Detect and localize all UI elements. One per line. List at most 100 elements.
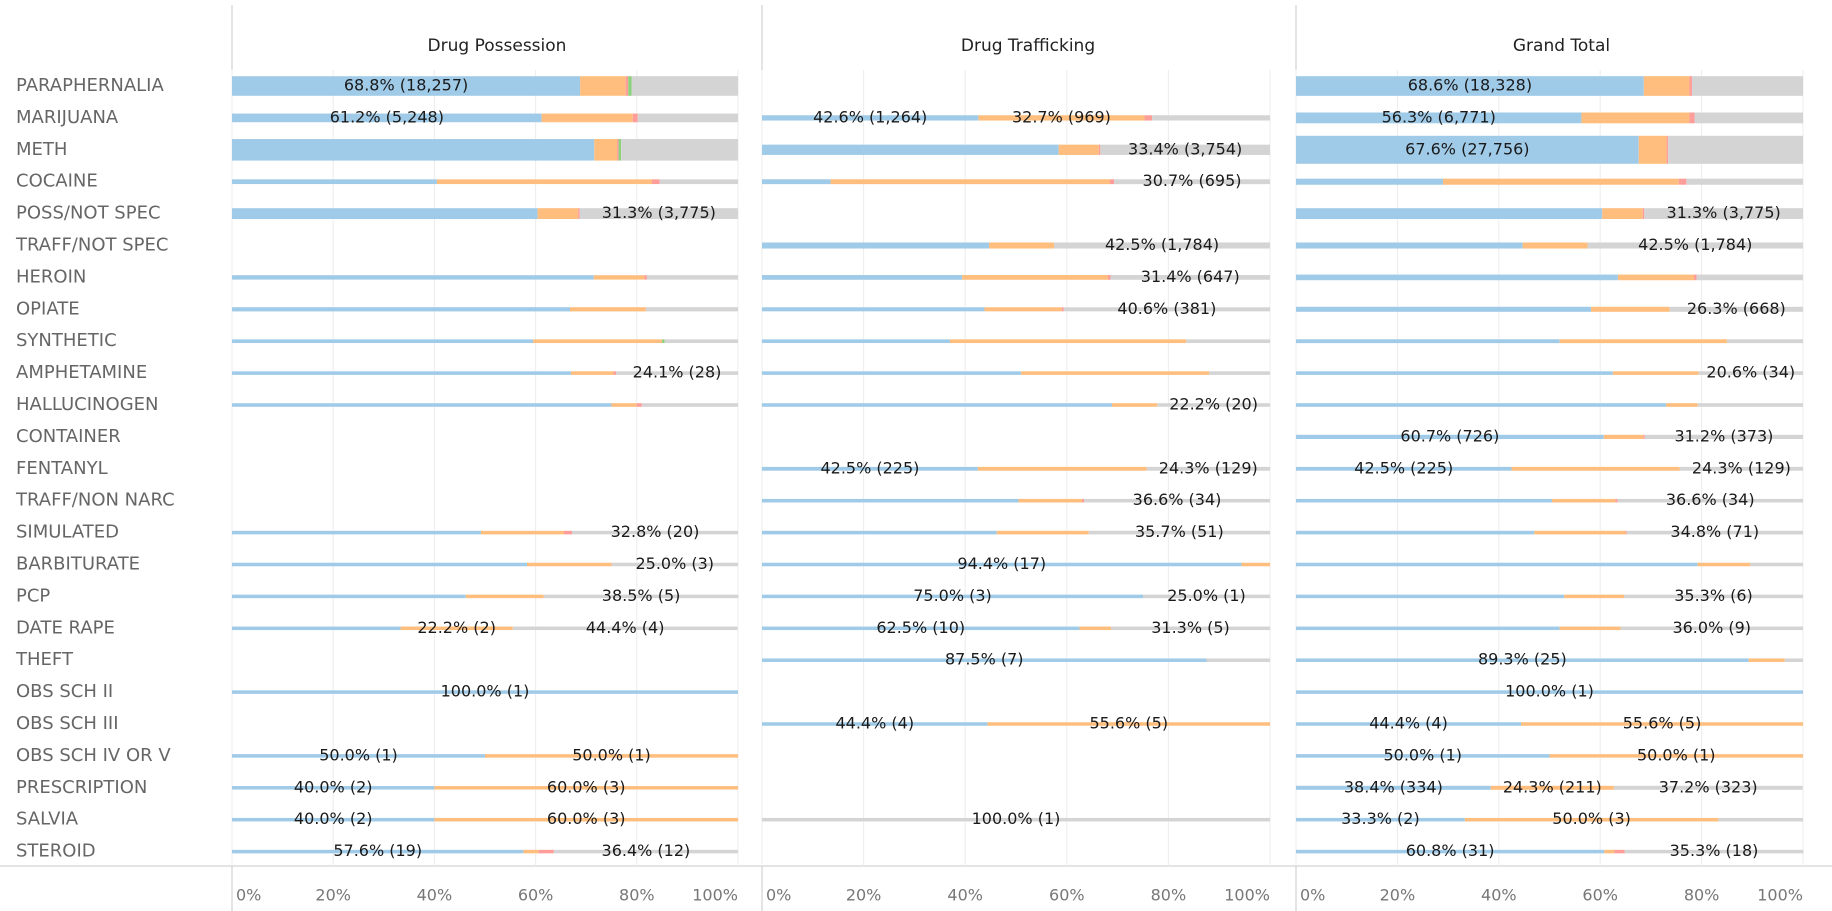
bar-segment xyxy=(538,849,554,854)
bar-segment xyxy=(1642,208,1645,220)
bar-segment xyxy=(645,307,738,312)
data-label: 55.6% (5) xyxy=(1623,714,1702,733)
bar-segment xyxy=(1511,466,1680,471)
data-label: 68.6% (18,328) xyxy=(1408,76,1532,95)
data-label: 60.8% (31) xyxy=(1406,841,1495,860)
bar-segment xyxy=(1617,498,1803,503)
bar-segment xyxy=(232,307,571,312)
bar-segment xyxy=(1296,849,1605,854)
data-label: 31.3% (5) xyxy=(1151,618,1230,637)
bar-segment xyxy=(1296,690,1803,694)
bar-segment xyxy=(1063,307,1270,312)
bar-segment xyxy=(232,690,738,694)
bar-segment xyxy=(1296,754,1550,758)
bar-segment xyxy=(1464,817,1719,822)
bar-segment xyxy=(1559,339,1727,344)
bar-segment xyxy=(949,339,1187,344)
bar-segment xyxy=(1296,498,1553,503)
bar-segment xyxy=(637,113,738,123)
category-label: SIMULATED xyxy=(16,522,119,543)
data-label: 40.0% (2) xyxy=(294,809,373,828)
bar-segment xyxy=(1678,178,1687,185)
data-label: 36.0% (9) xyxy=(1672,618,1751,637)
category-label: POSS/NOT SPEC xyxy=(16,203,161,224)
bar-segment xyxy=(1666,403,1698,407)
bar-segment xyxy=(1296,242,1523,249)
x-tick-label: 80% xyxy=(1151,886,1187,905)
bar-segment xyxy=(1296,466,1512,471)
bar-segment xyxy=(1521,722,1803,726)
bar-segment xyxy=(1587,242,1803,249)
bar-segment xyxy=(1296,785,1491,790)
bar-segment xyxy=(1186,339,1270,344)
bar-segment xyxy=(1666,135,1669,164)
data-label: 50.0% (1) xyxy=(1637,745,1716,764)
category-label: PCP xyxy=(16,585,50,606)
bar-segment xyxy=(465,594,544,599)
bar-segment xyxy=(762,466,978,471)
data-label: 87.5% (7) xyxy=(945,650,1024,669)
bar-segment xyxy=(232,275,594,280)
bar-segment xyxy=(1082,498,1085,503)
bar-segment xyxy=(1534,530,1626,535)
bar-segment xyxy=(641,403,738,407)
labels: 68.6% (18,328) 56.3% (6,771) 67.6% (27,756… xyxy=(1341,76,1795,861)
bar-segment xyxy=(762,722,988,726)
bar-segment xyxy=(1689,76,1692,96)
category-label: HEROIN xyxy=(16,266,86,287)
bar-segment xyxy=(1581,112,1690,124)
bar-segment xyxy=(1614,849,1625,854)
bar-segment xyxy=(1296,817,1465,822)
x-tick-label: 40% xyxy=(417,886,453,905)
bar-segment xyxy=(537,208,579,220)
bar-segment xyxy=(232,339,534,344)
data-label: 94.4% (17) xyxy=(957,554,1046,573)
bar-segment xyxy=(664,339,738,344)
bar-segment xyxy=(1209,371,1270,375)
bar-segment xyxy=(762,115,979,121)
bar-segment xyxy=(1698,371,1803,375)
bar-segment xyxy=(762,403,1113,407)
bar-segment xyxy=(1054,242,1270,249)
category-label: TRAFF/NOT SPEC xyxy=(15,235,168,256)
data-label: 44.4% (4) xyxy=(835,714,914,733)
category-label: BARBITURATE xyxy=(16,554,140,575)
bar-segment xyxy=(621,139,738,161)
bar-segment xyxy=(611,403,637,407)
bar-segment xyxy=(651,179,660,185)
bar-segment xyxy=(1088,530,1270,535)
bar-segment xyxy=(436,179,652,185)
data-label: 56.3% (6,771) xyxy=(1382,107,1496,126)
bar-segment xyxy=(232,208,538,220)
category-label: OBS SCH III xyxy=(16,713,119,734)
bar-segment xyxy=(1669,306,1803,312)
data-label: 24.3% (211) xyxy=(1503,777,1602,796)
bar-segment xyxy=(1686,178,1803,185)
bar-segment xyxy=(1613,785,1803,790)
bar-segment xyxy=(571,371,614,375)
bar-segment xyxy=(1061,307,1064,312)
x-tick-label: 20% xyxy=(846,886,882,905)
category-label: METH xyxy=(16,139,67,160)
data-label: 42.5% (225) xyxy=(820,458,919,477)
data-label: 37.2% (323) xyxy=(1659,777,1758,796)
bar-segment xyxy=(434,786,738,790)
bar-segment xyxy=(762,562,1242,567)
data-label: 42.5% (1,784) xyxy=(1105,235,1219,254)
bar-segment xyxy=(618,139,622,161)
bar-segment xyxy=(1624,849,1804,854)
category-label: PARAPHERNALIA xyxy=(16,75,164,96)
bar-segment xyxy=(1084,498,1270,503)
data-label: 36.6% (34) xyxy=(1133,490,1222,509)
bar-segment xyxy=(232,849,524,854)
category-label: COCAINE xyxy=(16,171,98,192)
bar-segment xyxy=(232,113,542,123)
bar-segment xyxy=(1143,594,1270,599)
data-label: 31.2% (373) xyxy=(1674,426,1773,445)
bar-segment xyxy=(1144,115,1153,121)
data-label: 100.0% (1) xyxy=(1505,682,1594,701)
bar-segment xyxy=(1058,144,1099,155)
data-label: 24.3% (129) xyxy=(1159,458,1258,477)
data-label: 42.5% (225) xyxy=(1354,458,1453,477)
